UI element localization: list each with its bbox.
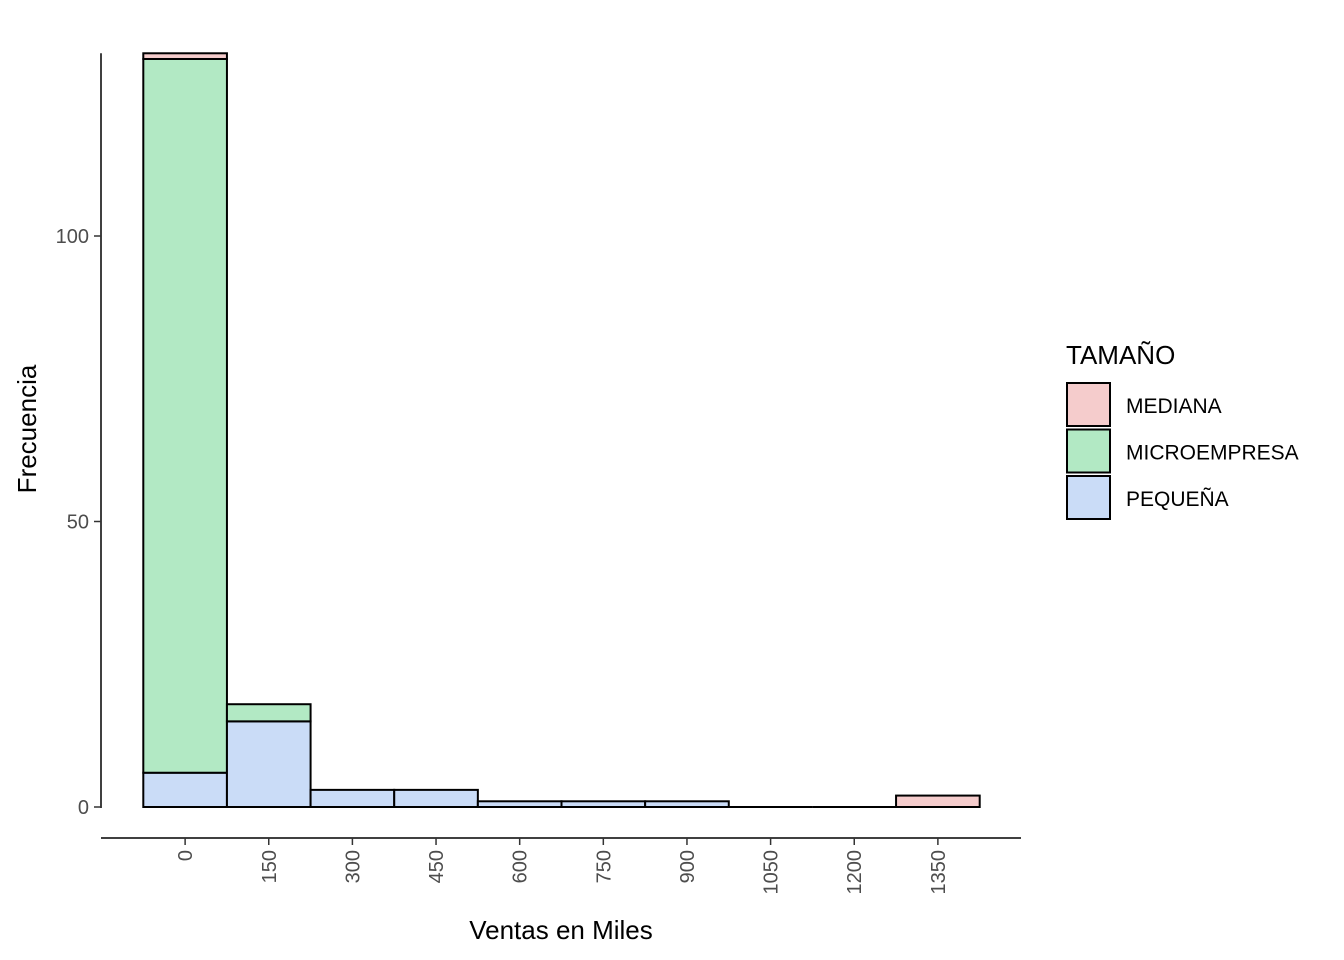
- bars-layer: [142, 52, 981, 809]
- x-tick-label-0: 0: [175, 850, 197, 861]
- legend-swatch-mediana: [1066, 382, 1111, 427]
- bar-pequeña-bin-750: [560, 800, 647, 808]
- x-tick-label-300: 300: [342, 850, 364, 883]
- y-tick-label-0: 0: [78, 797, 89, 819]
- axes-layer: 0 50 100 0 150 300 450 600 750 900 1050 1200 1350: [56, 53, 1021, 895]
- x-tick-label-600: 600: [510, 850, 532, 883]
- y-tick-label-50: 50: [67, 512, 89, 534]
- y-tick-label-100: 100: [56, 226, 89, 248]
- bar-pequeña-bin-150: [225, 720, 312, 808]
- x-tick-label-150: 150: [259, 850, 281, 883]
- legend-swatch-pequeña: [1066, 475, 1111, 520]
- bar-pequeña-bin-450: [393, 788, 479, 808]
- bar-microempresa-bin-150: [225, 703, 312, 723]
- legend-label-pequeña: PEQUEÑA: [1126, 487, 1229, 511]
- legend-label-microempresa: MICROEMPRESA: [1126, 442, 1299, 465]
- y-axis-title: Frecuencia: [12, 364, 42, 493]
- x-tick-label-1050: 1050: [761, 850, 783, 895]
- bar-pequeña-bin-0: [142, 771, 228, 808]
- legend-label-mediana: MEDIANA: [1126, 395, 1222, 418]
- bar-mediana-bin-0: [142, 52, 228, 60]
- bar-pequeña-bin-300: [309, 788, 396, 808]
- bar-microempresa-bin-0: [142, 57, 228, 774]
- bar-mediana-bin-1350: [895, 794, 981, 809]
- x-tick-label-1350: 1350: [928, 850, 950, 895]
- legend: TAMAÑO MEDIANA MICROEMPRESA PEQUEÑA: [1066, 340, 1299, 520]
- x-tick-label-450: 450: [426, 850, 448, 883]
- x-axis-title: Ventas en Miles: [469, 915, 653, 945]
- legend-swatch-microempresa: [1066, 428, 1111, 474]
- x-tick-label-900: 900: [677, 850, 699, 883]
- legend-title: TAMAÑO: [1066, 340, 1175, 370]
- bar-pequeña-bin-600: [476, 800, 563, 808]
- x-tick-label-1200: 1200: [844, 850, 866, 895]
- x-tick-label-750: 750: [593, 850, 615, 883]
- legend-items: MEDIANA MICROEMPRESA PEQUEÑA: [1066, 382, 1299, 520]
- bar-pequeña-bin-900: [644, 800, 730, 808]
